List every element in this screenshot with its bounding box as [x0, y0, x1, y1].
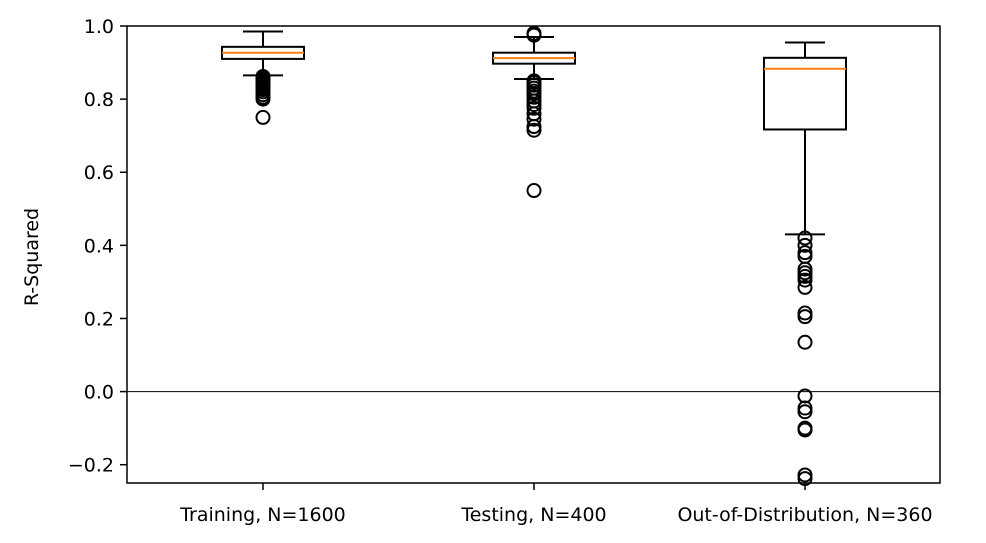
outlier-point [797, 422, 813, 438]
outlier-point [797, 404, 813, 420]
y-tick-label: 0.0 [84, 382, 114, 404]
plot-layer: −0.2 0.0 0.2 0.4 0.6 0.8 1.0 Training, N=1600 Te… [68, 16, 941, 526]
outlier-point [797, 272, 813, 288]
outlier-point [797, 334, 813, 350]
y-tick-label: 0.6 [84, 162, 114, 184]
outlier-point [526, 122, 542, 138]
y-tick-label: 1.0 [84, 16, 114, 38]
y-tick-label: −0.2 [68, 455, 114, 477]
x-tick-label: Testing, N=400 [460, 504, 606, 526]
x-tick-label: Training, N=1600 [179, 504, 346, 526]
interquartile-box [763, 56, 847, 131]
outlier-point [797, 230, 813, 246]
outlier-point [255, 91, 271, 107]
outlier-point [255, 109, 271, 125]
outlier-point [526, 27, 542, 43]
outlier-point [526, 100, 542, 116]
y-tick-label: 0.8 [84, 89, 114, 111]
outlier-point [797, 309, 813, 325]
outlier-point [797, 279, 813, 295]
y-tick-label: 0.4 [84, 235, 114, 257]
y-axis-label: R-Squared [21, 208, 43, 306]
y-tick-label: 0.2 [84, 308, 114, 330]
outlier-point [797, 237, 813, 253]
x-tick-label: Out-of-Distribution, N=360 [677, 504, 932, 526]
outlier-point [526, 111, 542, 127]
outlier-point [526, 183, 542, 199]
